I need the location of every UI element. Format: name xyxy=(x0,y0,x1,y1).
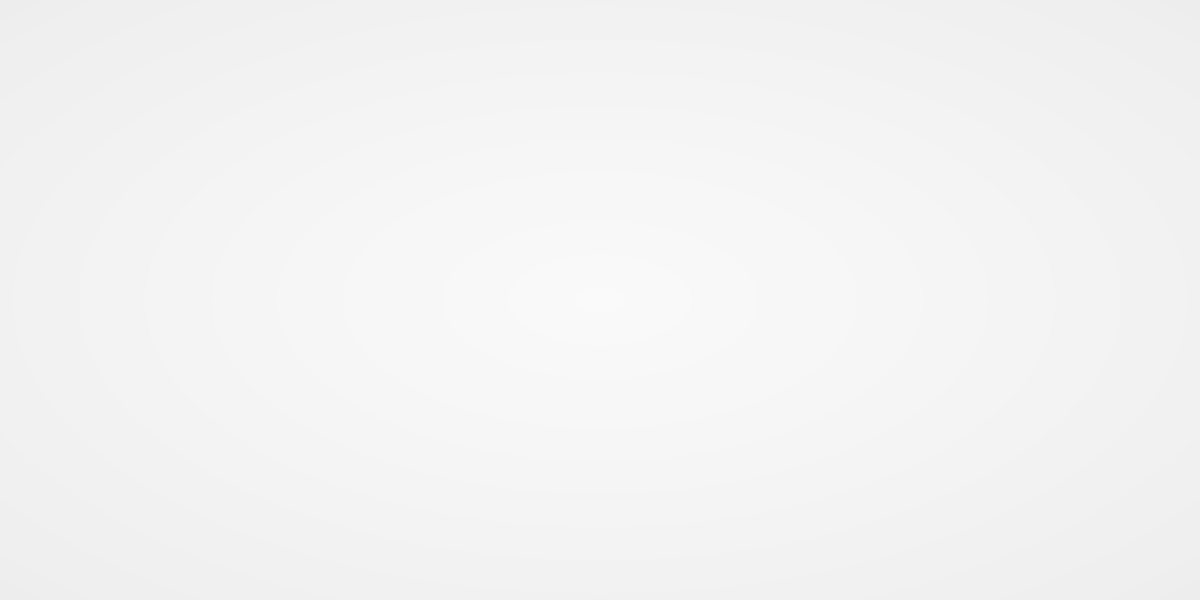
Legend: 2023, 2032: 2023, 2032 xyxy=(810,73,1019,110)
Bar xyxy=(156,336,215,468)
Y-axis label: Market Size in USD Billion: Market Size in USD Billion xyxy=(76,163,94,377)
Bar xyxy=(366,400,426,468)
Bar xyxy=(787,424,846,468)
Bar xyxy=(998,432,1057,468)
Bar xyxy=(1057,389,1116,468)
Bar xyxy=(215,116,274,468)
Bar xyxy=(426,308,485,468)
Bar xyxy=(577,413,636,468)
Text: 1.2: 1.2 xyxy=(148,314,180,332)
Text: Vein Recognition Biometrics Market, By End-User Industry, 2023 & 2032: Vein Recognition Biometrics Market, By E… xyxy=(108,31,1061,57)
Bar xyxy=(636,360,695,468)
Bar xyxy=(846,378,906,468)
